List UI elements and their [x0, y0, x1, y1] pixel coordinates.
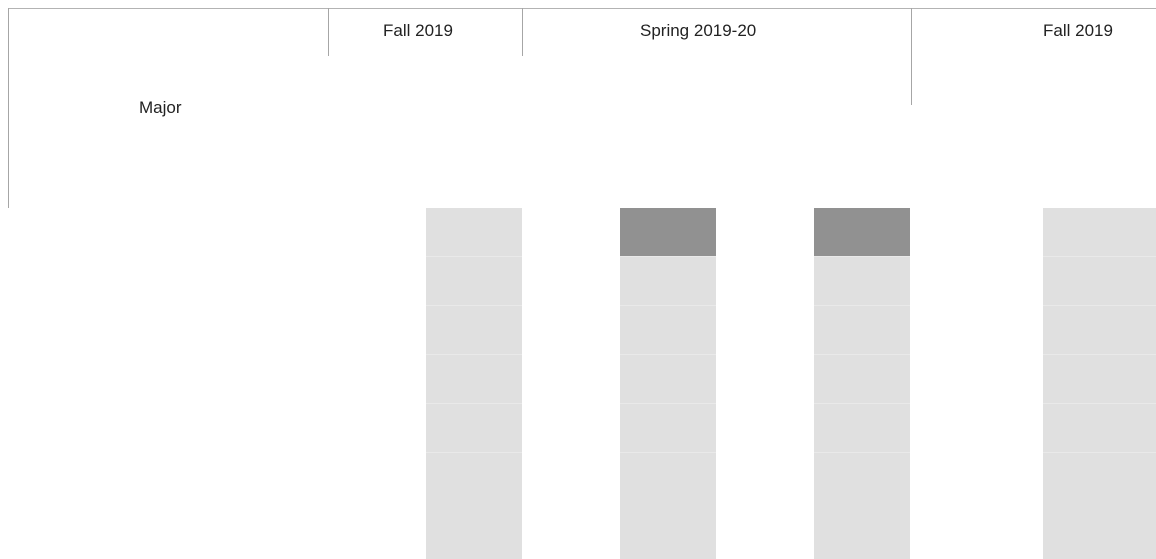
header-top-border [8, 8, 1156, 9]
data-column-4 [1043, 208, 1156, 559]
data-cell[interactable] [426, 257, 522, 306]
data-cell[interactable] [1043, 208, 1156, 257]
data-cell[interactable] [620, 355, 716, 404]
data-column-3 [814, 208, 910, 559]
column-divider-3 [911, 8, 912, 105]
data-cell[interactable] [620, 306, 716, 355]
data-column-2 [620, 208, 716, 559]
data-cell[interactable] [426, 453, 522, 559]
data-cell[interactable] [814, 453, 910, 559]
data-column-1 [426, 208, 522, 559]
data-cell[interactable] [620, 453, 716, 559]
column-divider-1 [328, 8, 329, 56]
row-header-left-border [8, 8, 9, 208]
data-cell[interactable] [814, 257, 910, 306]
column-divider-2 [522, 8, 523, 56]
data-cell[interactable] [426, 355, 522, 404]
data-cell[interactable] [426, 404, 522, 453]
data-cell[interactable] [814, 208, 910, 257]
data-cell[interactable] [814, 404, 910, 453]
data-cell[interactable] [620, 404, 716, 453]
data-cell[interactable] [620, 257, 716, 306]
column-header-fall-2019-second[interactable]: Fall 2019 [1043, 21, 1113, 40]
data-cell[interactable] [1043, 257, 1156, 306]
column-header-spring-2019-20[interactable]: Spring 2019-20 [640, 21, 757, 40]
data-cell[interactable] [1043, 355, 1156, 404]
data-cell[interactable] [1043, 453, 1156, 559]
data-cell[interactable] [426, 306, 522, 355]
column-header-fall-2019[interactable]: Fall 2019 [383, 21, 453, 40]
data-cell[interactable] [814, 306, 910, 355]
data-cell[interactable] [1043, 306, 1156, 355]
data-cell[interactable] [1043, 404, 1156, 453]
data-cell[interactable] [814, 355, 910, 404]
data-cell[interactable] [426, 208, 522, 257]
row-header-major[interactable]: Major [139, 98, 182, 117]
data-cell[interactable] [620, 208, 716, 257]
